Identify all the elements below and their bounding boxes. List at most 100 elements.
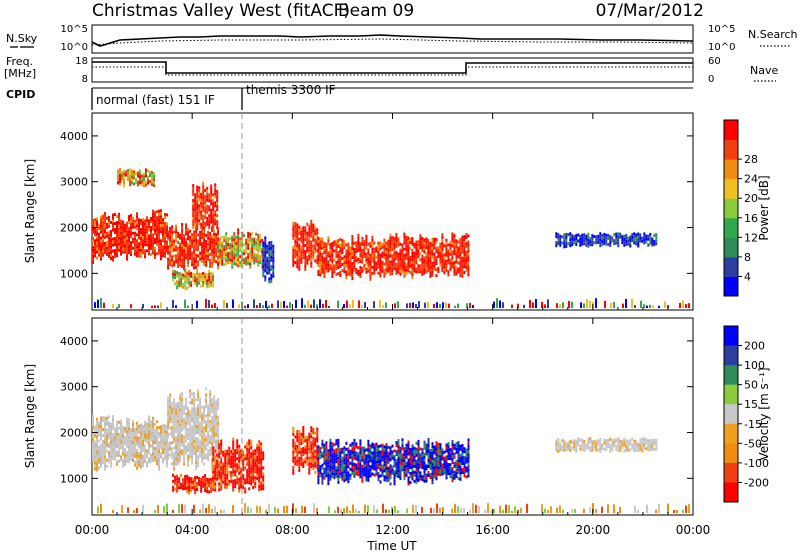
velocity-region-cell xyxy=(104,422,106,426)
power-region-cell xyxy=(127,175,129,179)
velocity-region-cell xyxy=(310,435,313,439)
velocity-region-cell xyxy=(220,487,223,491)
velocity-region-cell xyxy=(179,459,182,463)
power-region-cell xyxy=(439,260,442,264)
velocity-region-cell xyxy=(343,473,346,477)
velocity-region-cell xyxy=(258,452,261,456)
power-region-cell xyxy=(140,252,142,256)
velocity-region-cell xyxy=(177,429,180,432)
velocity-region-cell xyxy=(171,411,174,415)
velocity-region-cell xyxy=(292,468,295,472)
power-region-cell xyxy=(365,243,368,247)
power-region-cell xyxy=(231,256,234,260)
velocity-region-cell xyxy=(175,421,178,424)
power-region-cell xyxy=(268,247,271,251)
velocity-region-cell xyxy=(363,473,366,477)
power-region-cell xyxy=(407,242,410,246)
velocity-region-cell xyxy=(195,416,198,420)
velocity-region-cell xyxy=(369,456,372,460)
velocity-region-cell xyxy=(220,472,223,476)
velocity-region-cell xyxy=(224,458,227,462)
power-region-cell xyxy=(609,244,612,248)
power-region-cell xyxy=(98,250,100,254)
power-region-cell xyxy=(116,254,118,257)
power-region-cell xyxy=(264,239,267,243)
power-region-cell xyxy=(217,255,220,259)
power-region-cell xyxy=(200,222,203,226)
power-region-cell xyxy=(194,223,197,227)
power-region-cell xyxy=(237,258,240,262)
power-region-cell xyxy=(98,244,100,248)
power-region-cell xyxy=(96,244,98,248)
velocity-region-cell xyxy=(258,470,261,474)
power-region-cell xyxy=(136,242,138,246)
velocity-region-cell xyxy=(167,417,170,421)
power-region-cell xyxy=(565,232,568,236)
velocity-region-cell xyxy=(189,452,192,456)
power-region-cell xyxy=(391,245,394,249)
power-region-cell xyxy=(333,264,336,268)
velocity-region-cell xyxy=(310,453,313,457)
power-region-cell xyxy=(317,255,320,258)
velocity-region-cell xyxy=(213,398,216,402)
power-region-cell xyxy=(195,259,198,263)
power-region-cell xyxy=(122,235,124,239)
power-region-cell xyxy=(249,250,252,254)
power-region-cell xyxy=(204,197,207,201)
velocity-region-cell xyxy=(138,457,140,461)
velocity-region-cell xyxy=(353,447,356,451)
power-region-cell xyxy=(243,252,246,256)
power-region-cell xyxy=(133,182,135,186)
velocity-region-cell xyxy=(387,469,390,473)
power-region-cell xyxy=(465,259,468,263)
power-region-cell xyxy=(181,241,184,244)
power-region-cell xyxy=(465,253,468,257)
velocity-region-cell xyxy=(104,431,106,435)
velocity-region-cell xyxy=(171,441,174,445)
velocity-region-cell xyxy=(193,407,196,411)
power-region-cell xyxy=(575,240,578,243)
power-region-cell xyxy=(431,249,434,253)
velocity-region-cell xyxy=(302,462,305,465)
power-region-cell xyxy=(443,265,446,269)
power-region-cell xyxy=(455,245,458,249)
power-clutter-cell xyxy=(247,304,249,308)
power-region-cell xyxy=(294,252,297,256)
power-region-cell xyxy=(371,235,374,239)
power-clutter-cell xyxy=(586,299,588,308)
velocity-region-cell xyxy=(323,455,326,459)
power-region-cell xyxy=(202,208,205,212)
power-region-cell xyxy=(134,246,136,250)
velocity-region-cell xyxy=(118,444,120,448)
velocity-region-cell xyxy=(162,439,164,443)
velocity-region-cell xyxy=(167,408,170,412)
power-region-cell xyxy=(126,248,128,252)
power-region-cell xyxy=(407,254,410,258)
power-clutter-cell xyxy=(613,302,615,308)
velocity-region-cell xyxy=(134,436,136,440)
power-region-cell xyxy=(433,246,436,250)
power-region-cell xyxy=(96,232,98,236)
power-region-cell xyxy=(102,253,104,257)
cpid-label: CPID xyxy=(6,88,35,101)
power-region-cell xyxy=(225,235,228,239)
power-region-cell xyxy=(321,252,324,256)
power-region-cell xyxy=(359,251,362,254)
power-region-cell xyxy=(623,240,626,244)
power-region-cell xyxy=(335,248,338,252)
velocity-region-cell xyxy=(256,474,259,477)
power-region-cell xyxy=(160,224,162,228)
power-region-cell xyxy=(292,260,295,264)
power-region-cell xyxy=(114,237,116,240)
power-region-cell xyxy=(357,272,360,276)
power-region-cell xyxy=(417,270,420,274)
power-region-cell xyxy=(92,225,94,228)
power-region-cell xyxy=(144,234,146,238)
velocity-region-cell xyxy=(181,401,184,405)
velocity-region-cell xyxy=(210,489,213,493)
velocity-region-cell xyxy=(389,449,392,453)
velocity-region-cell xyxy=(160,440,162,444)
power-region-cell xyxy=(108,236,110,240)
power-region-cell xyxy=(120,249,122,253)
power-region-cell xyxy=(183,264,186,268)
